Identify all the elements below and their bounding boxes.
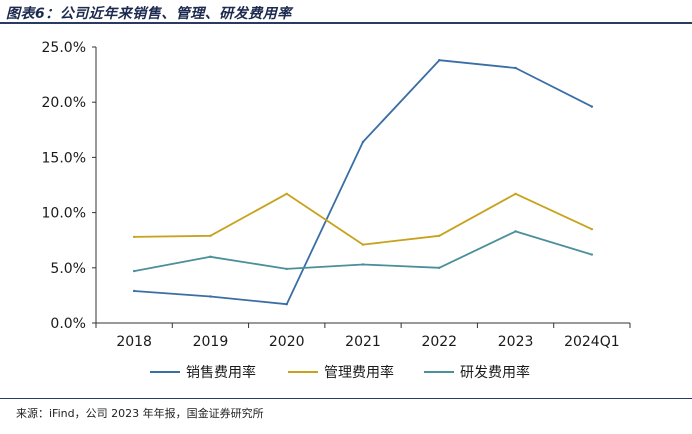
data-point [590,227,594,231]
y-tick-label: 15.0% [42,150,86,166]
data-point [132,269,136,273]
data-point [590,105,594,108]
x-tick-label: 2020 [269,334,305,350]
data-point [361,263,365,266]
line-chart: 0.0% 5.0% 10.0% 15.0% 20.0% 25.0% 2018 2019 2020… [42,40,631,381]
data-point [209,234,212,237]
y-tick-label: 5.0% [50,261,86,277]
data-point [285,192,288,196]
data-point [361,140,365,144]
legend-label-3: 研发费用率 [460,364,530,381]
y-tick-label: 25.0% [42,40,86,56]
data-point [209,255,212,258]
data-point [590,253,594,256]
source-rule [0,398,692,399]
data-point [438,59,441,62]
series-line-2 [134,192,593,246]
legend-label-2: 管理费用率 [324,364,394,381]
x-tick-label: 2021 [345,334,381,350]
data-point [514,66,517,70]
x-tick-label: 2019 [193,334,229,350]
series-line-1 [134,59,593,306]
data-point [514,192,517,196]
y-tick-label: 10.0% [42,206,86,222]
data-point [132,235,136,239]
data-point [361,243,365,246]
data-point [285,303,288,306]
chart-title: 图表6：公司近年来销售、管理、研发费用率 [6,6,292,22]
y-tick-label: 0.0% [50,316,86,332]
data-point [514,230,517,233]
source-note: 来源：iFind，公司 2023 年年报，国金证券研究所 [16,407,264,420]
data-point [438,266,441,269]
title-rule [0,22,692,24]
data-point [209,295,212,298]
legend-label-1: 销售费用率 [186,364,256,381]
data-point [438,234,441,237]
data-point [132,289,136,293]
y-tick-label: 20.0% [42,95,86,111]
x-tick-label: 2018 [116,334,152,350]
x-tick-label: 2022 [421,334,457,350]
x-tick-label: 2024Q1 [564,334,620,350]
data-point [285,267,288,271]
x-tick-label: 2023 [498,334,534,350]
